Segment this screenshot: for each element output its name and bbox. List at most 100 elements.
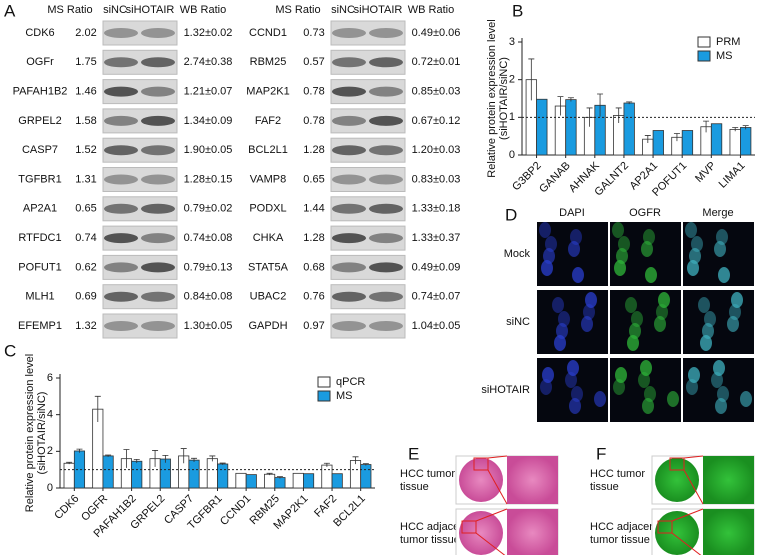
cell	[616, 248, 628, 264]
cell	[729, 304, 741, 320]
error-bar	[276, 476, 283, 479]
wb-ratio: 1.32±0.02	[184, 27, 233, 39]
y-axis-label: Relative protein expression level	[486, 19, 498, 177]
x-tick-label: GANAB	[537, 160, 573, 196]
bar	[245, 474, 257, 489]
ms-ratio: 0.74	[75, 232, 96, 244]
ms-ratio: 0.97	[303, 320, 324, 332]
cell	[615, 367, 627, 383]
cell	[627, 335, 639, 351]
wb-ratio: 0.83±0.03	[412, 173, 461, 185]
cell	[658, 292, 670, 308]
x-tick-label: MVP	[693, 160, 718, 185]
bar	[159, 458, 171, 489]
blot-band	[369, 28, 403, 38]
zoom-box	[669, 457, 685, 471]
ms-ratio: 1.46	[75, 86, 96, 98]
protein-name: FAF2	[255, 115, 281, 127]
blot-band	[104, 86, 138, 97]
blot-band	[141, 203, 175, 214]
tissue-label: HCC tumor	[590, 468, 645, 480]
cell	[567, 360, 579, 376]
table-header: WB Ratio	[408, 4, 454, 16]
wb-ratio: 0.74±0.07	[412, 291, 461, 303]
blot-band	[369, 203, 403, 214]
error-bar	[528, 58, 535, 101]
blot-band	[141, 174, 175, 185]
bar	[63, 462, 75, 489]
tissue-section	[459, 511, 503, 555]
x-tick-label: CCND1	[218, 493, 253, 528]
bar	[131, 460, 143, 489]
cell	[740, 391, 752, 407]
blot-band	[332, 233, 366, 244]
blot-band	[332, 174, 366, 185]
blot-band	[369, 86, 403, 97]
blot-band	[141, 321, 175, 331]
cell	[638, 372, 650, 388]
blot-band	[369, 233, 403, 244]
table-header: MS Ratio	[275, 4, 320, 16]
ms-ratio: 1.28	[303, 144, 324, 156]
error-bar	[180, 448, 187, 464]
cell	[571, 386, 583, 402]
cell	[717, 386, 729, 402]
tissue-zoom	[507, 456, 558, 504]
cell	[688, 367, 700, 383]
blot-band	[104, 28, 138, 38]
y-axis-label: (siHOTAIR/siNC)	[498, 57, 510, 140]
blot-band	[369, 291, 403, 302]
ms-ratio: 1.44	[303, 203, 324, 215]
cell	[565, 372, 577, 388]
cell	[540, 379, 552, 395]
blot-band	[141, 57, 175, 68]
wb-ratio: 1.90±0.05	[184, 144, 233, 156]
error-bar	[76, 448, 83, 453]
cell	[641, 241, 653, 257]
cell	[568, 241, 580, 257]
error-bar	[597, 93, 604, 117]
protein-name: TGFBR1	[18, 173, 61, 185]
cell	[656, 304, 668, 320]
bar	[331, 473, 343, 489]
zoom-line	[671, 532, 702, 555]
bar	[652, 130, 664, 156]
blot-band	[104, 174, 138, 185]
cell	[691, 236, 703, 252]
error-bar	[732, 127, 739, 132]
ms-ratio: 1.28	[303, 232, 324, 244]
blot-band	[369, 262, 403, 273]
error-bar	[162, 454, 169, 463]
cell	[570, 229, 582, 245]
legend-label: qPCR	[336, 376, 365, 388]
tissue-zoom	[703, 456, 754, 504]
protein-name: CHKA	[253, 232, 284, 244]
ms-ratio: 1.75	[75, 56, 96, 68]
blot-band	[332, 203, 366, 214]
blot-band	[141, 115, 175, 126]
protein-name: CASP7	[22, 144, 58, 156]
micrograph	[683, 290, 754, 354]
cell	[731, 292, 743, 308]
error-bar	[191, 457, 198, 462]
cell	[545, 236, 557, 252]
tissue-section	[655, 458, 699, 502]
ms-ratio: 1.52	[75, 144, 96, 156]
column-header: DAPI	[559, 207, 585, 219]
wb-ratio: 1.04±0.05	[412, 320, 461, 332]
cell	[625, 297, 637, 313]
blot-band	[104, 203, 138, 214]
blot-band	[104, 291, 138, 302]
error-bar	[586, 107, 593, 127]
cell	[614, 260, 626, 276]
y-tick-label: 1	[509, 111, 515, 123]
protein-name: GRPEL2	[18, 115, 61, 127]
error-bar	[644, 135, 651, 143]
protein-name: POFUT1	[18, 261, 61, 273]
bar	[710, 123, 723, 156]
cell	[558, 311, 570, 327]
ms-ratio: 0.76	[303, 291, 324, 303]
row-label: Mock	[504, 248, 531, 260]
wb-ratio: 1.30±0.05	[184, 320, 233, 332]
